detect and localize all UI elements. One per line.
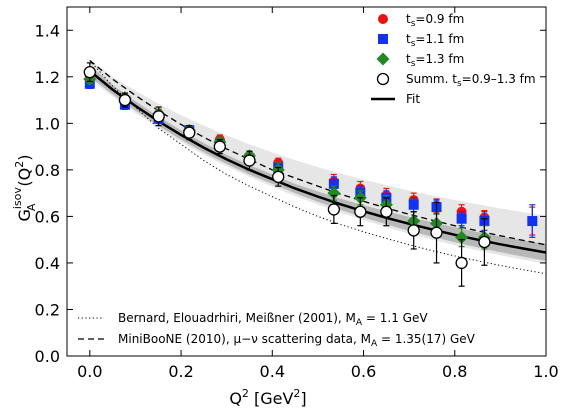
x-tick-label: 0.0 <box>77 362 102 381</box>
reference-legend-label: Bernard, Elouadrhiri, Meißner (2001), MA… <box>118 311 428 328</box>
y-tick-label: 1.4 <box>35 21 60 40</box>
legend: ts=0.9 fm ts=1.1 fm ts=1.3 fm Summ. ts=0.9–… <box>371 12 536 106</box>
y-tick-label: 0.4 <box>35 254 60 273</box>
data-point <box>272 170 285 183</box>
data-point <box>430 226 443 239</box>
x-tick-label: 0.2 <box>168 362 193 381</box>
legend-label-fit: Fit <box>406 92 420 106</box>
fit-band-outer <box>89 60 546 264</box>
fit-error-bands <box>89 60 546 264</box>
fit-band-inner <box>89 65 546 261</box>
reference-legend: Bernard, Elouadrhiri, Meißner (2001), MA… <box>78 311 476 349</box>
data-point <box>152 110 165 123</box>
plot-frame <box>66 6 547 357</box>
fit-curve <box>89 70 546 254</box>
data-point <box>527 216 538 227</box>
data-point <box>380 205 393 218</box>
reference-curve-dashed <box>89 60 546 246</box>
legend-marker <box>378 14 388 24</box>
data-point <box>478 235 491 249</box>
x-tick-label: 0.8 <box>442 362 467 381</box>
y-tick-label: 0.8 <box>35 161 60 180</box>
data-point <box>456 213 467 224</box>
legend-marker <box>378 34 388 44</box>
data-point <box>407 224 420 237</box>
axis-ticks <box>67 7 547 357</box>
data-point <box>327 186 341 200</box>
y-tick-label: 1.0 <box>35 114 60 133</box>
data-point <box>83 65 96 79</box>
legend-marker <box>376 52 390 66</box>
reference-legend-label: MiniBooNE (2010), μ−ν scattering data, M… <box>118 332 476 349</box>
reference-curve-dotted <box>89 60 546 275</box>
data-point <box>243 154 256 167</box>
data-point <box>118 93 132 107</box>
series-open-circle <box>83 62 491 287</box>
legend-marker <box>376 72 390 86</box>
data-points <box>83 62 538 287</box>
axis-tick-labels: 0.0 0.2 0.4 0.6 0.8 1.0 0.0 0.2 0.4 0.6 0.8 1.0 1.2 1… <box>35 21 559 381</box>
x-tick-label: 0.6 <box>351 362 376 381</box>
data-point <box>327 203 341 216</box>
data-point <box>408 199 419 210</box>
data-point <box>455 256 468 270</box>
y-axis-label: GisovA(Q2) <box>11 154 38 221</box>
legend-label: Summ. ts=0.9–1.3 fm <box>406 72 536 89</box>
data-point <box>328 178 339 189</box>
legend-label: ts=1.3 fm <box>406 52 464 69</box>
y-tick-label: 0.6 <box>35 207 60 226</box>
y-tick-label: 0.2 <box>35 300 60 319</box>
fit-line <box>89 70 546 254</box>
x-axis-label: Q2 [GeV2] <box>229 387 306 408</box>
data-point <box>354 205 367 218</box>
y-tick-label: 0.0 <box>35 347 60 366</box>
reference-curves <box>89 60 546 275</box>
x-tick-label: 1.0 <box>533 362 558 381</box>
legend-label: ts=1.1 fm <box>406 32 464 49</box>
data-point <box>213 140 226 153</box>
data-point <box>183 126 196 139</box>
y-tick-label: 1.2 <box>35 68 60 87</box>
data-point <box>455 230 469 244</box>
x-tick-label: 0.4 <box>260 362 285 381</box>
legend-label: ts=0.9 fm <box>406 12 464 29</box>
